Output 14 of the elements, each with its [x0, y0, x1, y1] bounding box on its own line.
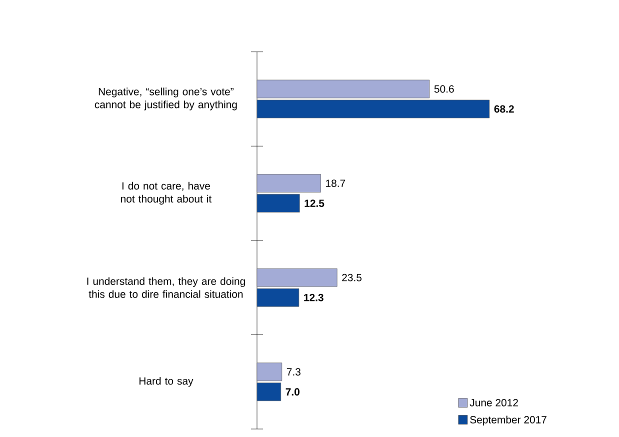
data-label: 12.3	[304, 294, 324, 302]
data-label: 68.2	[494, 105, 514, 113]
y-tick-label: I understand them, they are doing this due to dire financial situation	[87, 277, 245, 298]
legend-label: June 2012	[470, 398, 518, 406]
data-label: 7.3	[286, 368, 300, 376]
data-label: 23.5	[342, 274, 362, 282]
data-label: 12.5	[304, 200, 324, 207]
legend-label: September 2017	[470, 416, 546, 426]
data-label: 50.6	[434, 85, 454, 93]
y-tick-label: I do not care, have not thought about it	[121, 182, 212, 205]
data-label: 18.7	[326, 180, 346, 187]
y-tick-label: Hard to say	[140, 376, 194, 387]
y-tick-label: Negative, “selling one’s vote” cannot be justified by anything	[94, 88, 237, 110]
data-label: 7.0	[286, 388, 300, 396]
